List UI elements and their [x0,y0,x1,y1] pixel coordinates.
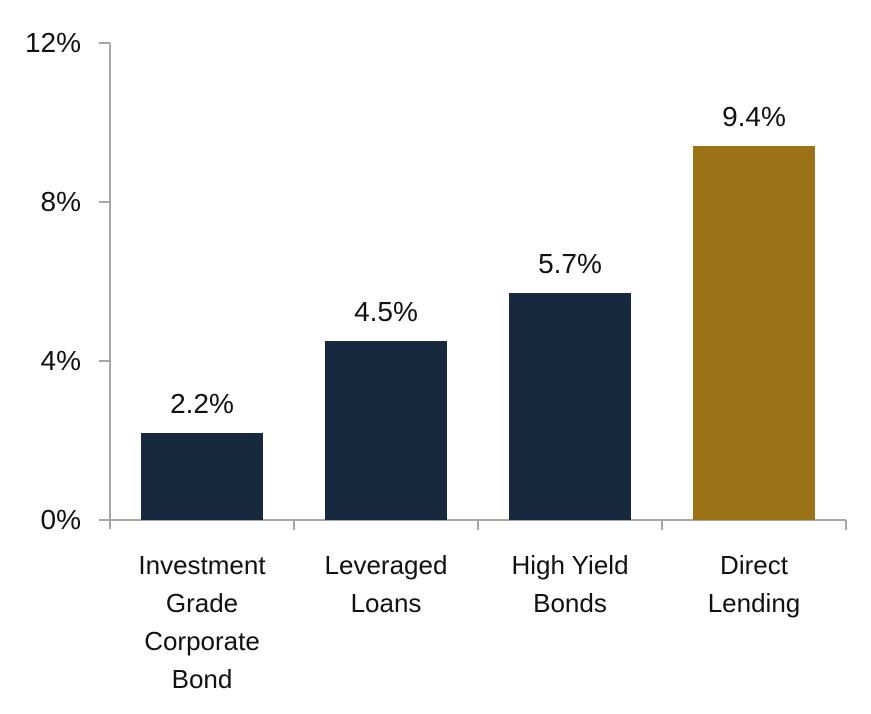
bar-value-label: 9.4% [722,101,786,133]
bar-value-label: 2.2% [170,387,234,419]
bar-investment-grade-corporate-bond [141,432,263,520]
x-category-label: Direct Lending [707,550,801,618]
y-tick-label: 0% [40,504,81,535]
x-category-label: Leveraged Loans [324,550,448,618]
bar-group-leveraged-loans: 4.5% [294,296,478,520]
x-category-label: High Yield Bonds [511,550,629,618]
x-category-label: Investment Grade Corporate Bond [138,550,266,694]
y-tick-mark [99,519,110,521]
bar-direct-lending [693,146,815,520]
bar-value-label: 4.5% [354,296,418,328]
bar-group-investment-grade-corporate-bond: 2.2% [110,388,294,520]
bar-group-direct-lending: 9.4% [662,101,846,520]
bar-group-high-yield-bonds: 5.7% [478,248,662,520]
y-tick-label: 12% [24,27,81,58]
y-tick-label: 4% [40,345,81,376]
y-tick-label: 8% [40,186,81,217]
x-tick-mark [845,520,847,530]
x-tick-mark [661,520,663,530]
bar-high-yield-bonds [509,293,631,520]
y-tick-mark [99,201,110,203]
x-tick-mark [477,520,479,530]
bar-value-label: 5.7% [538,248,602,280]
y-tick-mark [99,360,110,362]
x-tick-mark [293,520,295,530]
y-axis-line [109,43,111,529]
bar-leveraged-loans [325,341,447,520]
y-tick-mark [99,42,110,44]
